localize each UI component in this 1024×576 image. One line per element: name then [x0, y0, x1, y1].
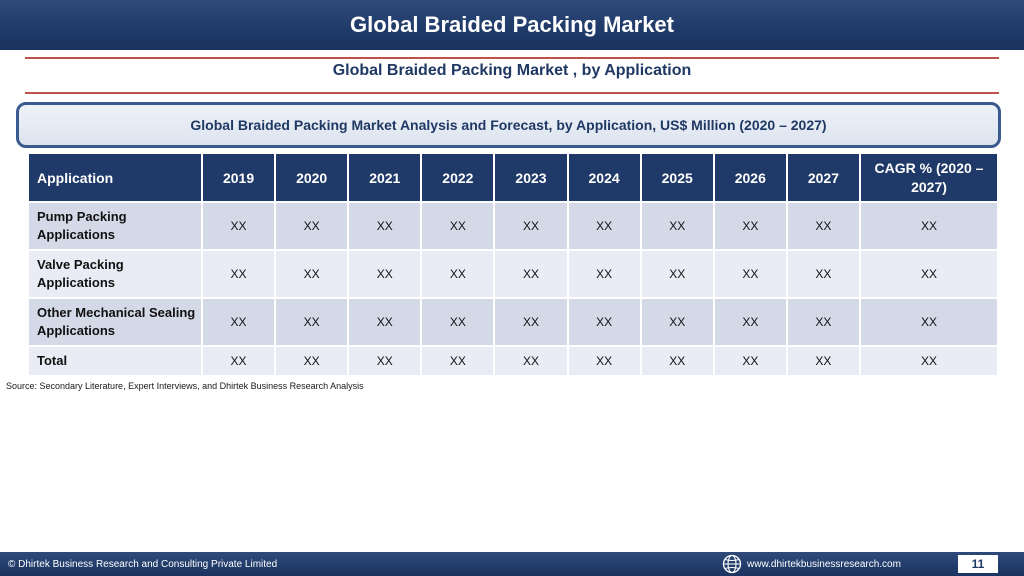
table-cell: XX [714, 347, 786, 375]
table-cell: XX [568, 203, 640, 249]
table-cell: XX [203, 251, 275, 297]
table-cell: XX [276, 203, 348, 249]
column-header: 2024 [568, 154, 640, 201]
column-header: 2023 [495, 154, 567, 201]
table-cell: XX [714, 203, 786, 249]
table-row-total: Total XX XX XX XX XX XX XX XX XX XX [29, 347, 997, 375]
globe-icon [722, 554, 742, 574]
table-cell: XX [349, 251, 421, 297]
table-row: Pump Packing Applications XX XX XX XX XX… [29, 203, 997, 249]
table-cell: XX [641, 251, 713, 297]
column-header: 2027 [787, 154, 859, 201]
table-header-row: Application 2019 2020 2021 2022 2023 202… [29, 154, 997, 201]
table-cell: XX [787, 299, 859, 345]
column-header: 2020 [276, 154, 348, 201]
footer-bar: © Dhirtek Business Research and Consulti… [0, 552, 1024, 576]
row-label: Other Mechanical Sealing Applications [29, 299, 201, 345]
source-note: Source: Secondary Literature, Expert Int… [6, 381, 364, 391]
row-label: Valve Packing Applications [29, 251, 201, 297]
column-header: CAGR % (2020 – 2027) [861, 154, 997, 201]
market-table: Application 2019 2020 2021 2022 2023 202… [27, 152, 999, 377]
table-cell: XX [495, 299, 567, 345]
table-cell: XX [861, 299, 997, 345]
page-title: Global Braided Packing Market [350, 12, 674, 37]
table-caption-text: Global Braided Packing Market Analysis a… [190, 117, 827, 133]
table-cell: XX [349, 203, 421, 249]
table-cell: XX [861, 203, 997, 249]
row-label: Total [29, 347, 201, 375]
table-cell: XX [787, 203, 859, 249]
table-cell: XX [203, 203, 275, 249]
table-cell: XX [349, 299, 421, 345]
table-cell: XX [203, 347, 275, 375]
table-cell: XX [641, 299, 713, 345]
table-row: Valve Packing Applications XX XX XX XX X… [29, 251, 997, 297]
table-cell: XX [714, 299, 786, 345]
table-cell: XX [861, 347, 997, 375]
divider-top [25, 57, 999, 59]
section-subtitle: Global Braided Packing Market , by Appli… [332, 62, 692, 79]
table-cell: XX [276, 299, 348, 345]
header-bar: Global Braided Packing Market [0, 0, 1024, 50]
column-header: 2021 [349, 154, 421, 201]
table-cell: XX [787, 251, 859, 297]
table-cell: XX [568, 299, 640, 345]
column-header: 2025 [641, 154, 713, 201]
table-cell: XX [276, 251, 348, 297]
divider-bottom [25, 92, 999, 94]
page-number: 11 [958, 555, 998, 573]
table-cell: XX [787, 347, 859, 375]
table-caption: Global Braided Packing Market Analysis a… [16, 102, 1001, 148]
table-cell: XX [422, 299, 494, 345]
table-cell: XX [568, 251, 640, 297]
copyright-text: © Dhirtek Business Research and Consulti… [8, 559, 278, 570]
table-cell: XX [495, 203, 567, 249]
table-cell: XX [495, 251, 567, 297]
table-cell: XX [714, 251, 786, 297]
table-cell: XX [203, 299, 275, 345]
table-cell: XX [495, 347, 567, 375]
website-link[interactable]: www.dhirtekbusinessresearch.com [747, 559, 901, 570]
row-label: Pump Packing Applications [29, 203, 201, 249]
table-cell: XX [422, 203, 494, 249]
table-cell: XX [641, 347, 713, 375]
table-cell: XX [276, 347, 348, 375]
table-cell: XX [641, 203, 713, 249]
table-cell: XX [422, 251, 494, 297]
column-header: Application [29, 154, 201, 201]
column-header: 2026 [714, 154, 786, 201]
column-header: 2019 [203, 154, 275, 201]
table-cell: XX [422, 347, 494, 375]
table-cell: XX [349, 347, 421, 375]
table-cell: XX [861, 251, 997, 297]
table-cell: XX [568, 347, 640, 375]
column-header: 2022 [422, 154, 494, 201]
table-row: Other Mechanical Sealing Applications XX… [29, 299, 997, 345]
